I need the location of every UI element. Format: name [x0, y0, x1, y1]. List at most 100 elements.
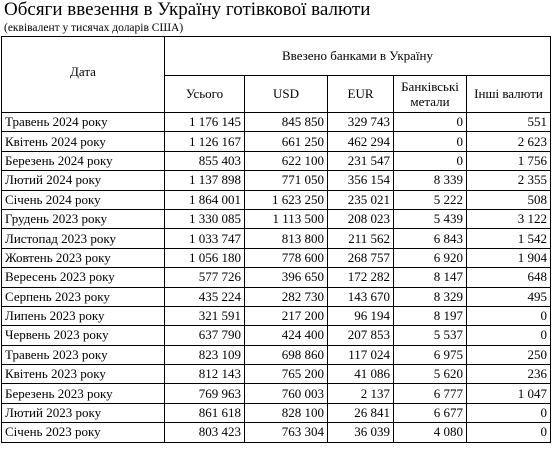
- cell-usd: 698 860: [244, 344, 328, 366]
- cell-total: 803 423: [164, 422, 245, 443]
- cell-metals: 6 920: [393, 247, 467, 269]
- header-group: Ввезено банками в Україну: [164, 36, 551, 76]
- cell-total: 861 618: [164, 402, 245, 424]
- cell-metals: 8 329: [393, 286, 467, 307]
- cell-other: 1 047: [466, 383, 551, 404]
- cell-metals: 0: [393, 150, 467, 172]
- table-row: Листопад 2023 року 1 033 747 813 800 211 56…: [1, 228, 551, 249]
- cell-metals: 5 439: [393, 208, 467, 230]
- cell-eur: 117 024: [327, 344, 394, 366]
- cell-date: Березень 2023 року: [1, 383, 165, 404]
- cell-date: Березень 2024 року: [1, 150, 165, 172]
- cell-date: Січень 2024 року: [1, 189, 165, 210]
- header-metals: Банківські метали: [393, 75, 467, 113]
- cell-eur: 172 282: [327, 267, 394, 288]
- cell-other: 0: [466, 402, 551, 424]
- cell-metals: 5 222: [393, 189, 467, 210]
- cell-usd: 622 100: [244, 150, 328, 172]
- cell-date: Лютий 2023 року: [1, 402, 165, 424]
- table-row: Серпень 2023 року 435 224 282 730 143 670 8 …: [1, 286, 551, 307]
- cell-metals: 5 537: [393, 325, 467, 346]
- cell-metals: 8 147: [393, 267, 467, 288]
- cell-usd: 845 850: [244, 111, 328, 133]
- cell-date: Листопад 2023 року: [1, 228, 165, 249]
- cell-date: Вересень 2023 року: [1, 267, 165, 288]
- cell-total: 812 143: [164, 364, 245, 385]
- cell-other: 250: [466, 344, 551, 366]
- cell-eur: 231 547: [327, 150, 394, 172]
- cell-date: Лютий 2024 року: [1, 170, 165, 191]
- cell-other: 551: [466, 111, 551, 133]
- table-row: Травень 2023 року 823 109 698 860 117 024 6 …: [1, 344, 551, 366]
- cell-usd: 1 113 500: [244, 208, 328, 230]
- cell-total: 1 056 180: [164, 247, 245, 269]
- cell-date: Грудень 2023 року: [1, 208, 165, 230]
- cell-usd: 771 050: [244, 170, 328, 191]
- cell-total: 321 591: [164, 305, 245, 327]
- cell-other: 2 355: [466, 170, 551, 191]
- cell-metals: 0: [393, 131, 467, 152]
- cell-metals: 8 197: [393, 305, 467, 327]
- cell-total: 1 126 167: [164, 131, 245, 152]
- table-row: Березень 2024 року 855 403 622 100 231 547 0…: [1, 150, 551, 172]
- cell-other: 0: [466, 325, 551, 346]
- cell-other: 495: [466, 286, 551, 307]
- table-row: Лютий 2023 року 861 618 828 100 26 841 6 677…: [1, 402, 551, 424]
- cell-usd: 828 100: [244, 402, 328, 424]
- cell-total: 769 963: [164, 383, 245, 404]
- cell-other: 1 542: [466, 228, 551, 249]
- cell-other: 2 623: [466, 131, 551, 152]
- cell-total: 1 864 001: [164, 189, 245, 210]
- cell-metals: 6 777: [393, 383, 467, 404]
- cell-other: 648: [466, 267, 551, 288]
- cell-metals: 6 843: [393, 228, 467, 249]
- cell-total: 855 403: [164, 150, 245, 172]
- cell-other: 1 756: [466, 150, 551, 172]
- cell-eur: 462 294: [327, 131, 394, 152]
- cell-total: 1 137 898: [164, 170, 245, 191]
- cell-total: 1 033 747: [164, 228, 245, 249]
- cell-other: 3 122: [466, 208, 551, 230]
- table-row: Січень 2024 року 1 864 001 1 623 250 235 02…: [1, 189, 551, 210]
- cell-total: 823 109: [164, 344, 245, 366]
- cell-eur: 211 562: [327, 228, 394, 249]
- cell-usd: 282 730: [244, 286, 328, 307]
- cell-eur: 41 086: [327, 364, 394, 385]
- table-row: Червень 2023 року 637 790 424 400 207 853 5 …: [1, 325, 551, 346]
- cell-date: Липень 2023 року: [1, 305, 165, 327]
- cell-eur: 268 757: [327, 247, 394, 269]
- cell-date: Червень 2023 року: [1, 325, 165, 346]
- cell-usd: 760 003: [244, 383, 328, 404]
- page-subtitle: (еквівалент у тисячах доларів США): [4, 22, 184, 34]
- table-row: Квітень 2023 року 812 143 765 200 41 086 5 6…: [1, 364, 551, 385]
- cell-date: Жовтень 2023 року: [1, 247, 165, 269]
- cell-metals: 8 339: [393, 170, 467, 191]
- cell-total: 1 176 145: [164, 111, 245, 133]
- cell-other: 1 904: [466, 247, 551, 269]
- cell-usd: 763 304: [244, 422, 328, 443]
- cell-date: Квітень 2024 року: [1, 131, 165, 152]
- cell-eur: 329 743: [327, 111, 394, 133]
- cell-other: 236: [466, 364, 551, 385]
- cell-usd: 1 623 250: [244, 189, 328, 210]
- cell-metals: 0: [393, 111, 467, 133]
- cash-import-table: Дата Ввезено банками в Україну Усього US…: [1, 36, 551, 443]
- cell-other: 0: [466, 422, 551, 443]
- cell-eur: 235 021: [327, 189, 394, 210]
- header-total: Усього: [164, 75, 245, 113]
- cell-eur: 2 137: [327, 383, 394, 404]
- cell-metals: 6 677: [393, 402, 467, 424]
- table-row: Квітень 2024 року 1 126 167 661 250 462 294…: [1, 131, 551, 152]
- table-row: Грудень 2023 року 1 330 085 1 113 500 208 0…: [1, 208, 551, 230]
- cell-eur: 36 039: [327, 422, 394, 443]
- header-other: Інші валюти: [466, 75, 551, 113]
- header-date: Дата: [1, 36, 165, 113]
- cell-usd: 396 650: [244, 267, 328, 288]
- table-row: Березень 2023 року 769 963 760 003 2 137 6 7…: [1, 383, 551, 404]
- cell-metals: 5 620: [393, 364, 467, 385]
- cell-total: 435 224: [164, 286, 245, 307]
- table-row: Липень 2023 року 321 591 217 200 96 194 8 19…: [1, 305, 551, 327]
- cell-eur: 26 841: [327, 402, 394, 424]
- cell-eur: 356 154: [327, 170, 394, 191]
- cell-usd: 765 200: [244, 364, 328, 385]
